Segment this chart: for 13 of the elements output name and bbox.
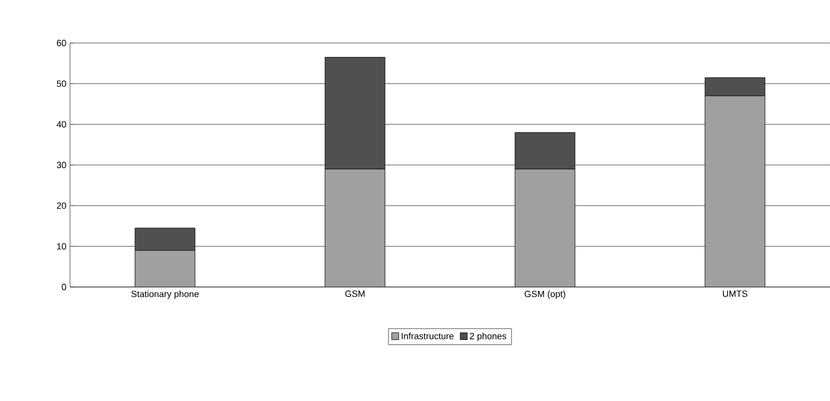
- x-tick-label: GSM (opt): [524, 290, 566, 299]
- y-tick-label: 30: [56, 162, 66, 168]
- legend-label: Infrastructure: [402, 332, 454, 340]
- y-tick-label: 40: [56, 121, 66, 128]
- x-tick-label: UMTS: [722, 290, 748, 297]
- y-tick-label: 0: [62, 284, 66, 290]
- y-tick-label: 60: [56, 40, 66, 46]
- legend-label: 2 phones: [470, 332, 506, 342]
- y-tick-label: 20: [56, 202, 66, 209]
- y-tick-label: 10: [57, 243, 66, 250]
- y-tick-label: 50: [56, 80, 66, 87]
- x-tick-label: Stationary phone: [131, 290, 199, 299]
- x-tick-label: GSM: [345, 290, 365, 297]
